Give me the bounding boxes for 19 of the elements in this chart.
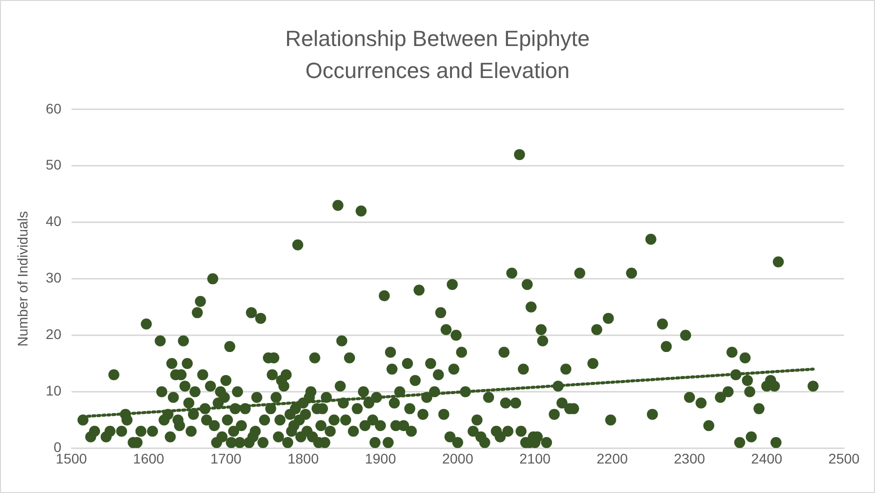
x-tick-label: 1900	[364, 450, 396, 466]
y-axis-title: Number of Individuals	[14, 211, 30, 347]
x-tick-label: 1600	[133, 450, 164, 466]
x-tick-label: 2100	[519, 450, 551, 466]
y-tick-label: 10	[46, 382, 62, 399]
x-tick-label: 2200	[596, 450, 628, 466]
y-tick-label: 50	[46, 156, 62, 173]
y-tick-label: 20	[46, 326, 62, 342]
x-tick-label: 2300	[674, 450, 706, 466]
chart-title: Relationship Between Epiphyte Occurrences and Elevation	[284, 25, 591, 85]
x-tick-label: 2400	[751, 450, 783, 466]
x-tick-label: 1700	[210, 450, 242, 466]
x-tick-label: 2500	[828, 450, 860, 466]
y-tick-label: 60	[46, 100, 62, 116]
y-tick-label: 30	[46, 270, 62, 286]
y-tick-label: 0	[54, 439, 62, 456]
x-tick-label: 2000	[442, 450, 474, 466]
x-tick-label: 1800	[288, 450, 319, 466]
y-tick-label: 40	[46, 213, 62, 230]
